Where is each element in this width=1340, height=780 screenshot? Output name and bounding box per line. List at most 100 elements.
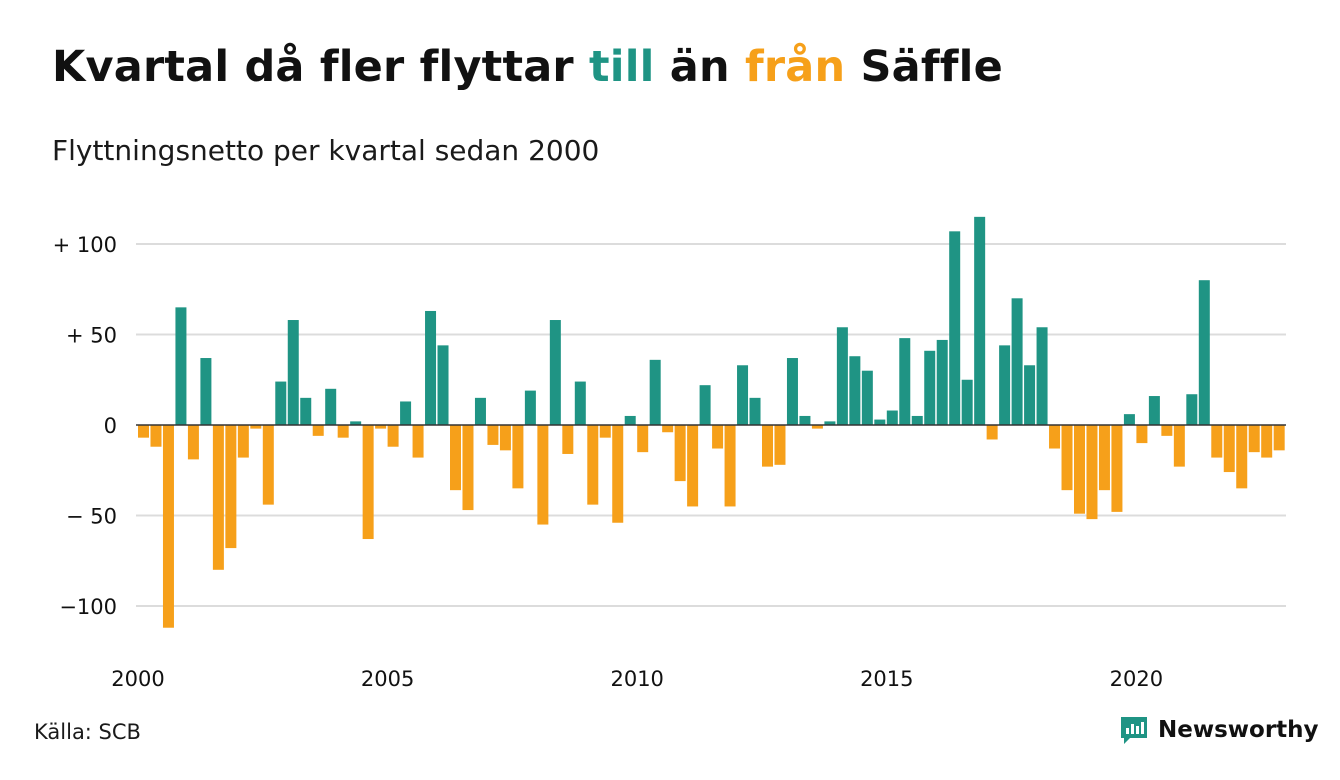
- bar: [524, 390, 536, 425]
- bar: [549, 320, 561, 425]
- bar: [225, 425, 237, 549]
- bar: [1198, 280, 1210, 425]
- bar: [1186, 394, 1198, 425]
- bar: [425, 310, 437, 425]
- bar: [1036, 327, 1048, 425]
- bar: [400, 401, 412, 425]
- brand: Newsworthy: [1118, 714, 1319, 746]
- bar: [724, 425, 736, 507]
- bar: [362, 425, 374, 540]
- bar: [287, 320, 299, 425]
- bar: [387, 425, 399, 447]
- bar: [337, 425, 349, 438]
- bar: [562, 425, 574, 454]
- bar: [861, 370, 873, 425]
- x-tick-label: 2005: [361, 667, 414, 691]
- bar: [1123, 414, 1135, 425]
- bar: [462, 425, 474, 511]
- bar: [350, 421, 362, 425]
- bar: [175, 307, 187, 425]
- bar: [162, 425, 174, 628]
- bar: [712, 425, 724, 449]
- bar: [849, 356, 861, 425]
- bar: [899, 338, 911, 425]
- title-part: från: [744, 42, 846, 92]
- bar: [649, 359, 661, 425]
- bar: [911, 415, 923, 425]
- bar: [687, 425, 699, 507]
- bar: [412, 425, 424, 458]
- bar: [262, 425, 274, 505]
- bar: [212, 425, 224, 570]
- bar: [936, 339, 948, 425]
- title-part: Säffle: [845, 42, 1003, 92]
- bar: [1273, 425, 1285, 451]
- x-tick-label: 2010: [610, 667, 663, 691]
- bar: [1211, 425, 1223, 458]
- bar: [1011, 298, 1023, 425]
- bar: [662, 425, 674, 433]
- bar: [1111, 425, 1123, 512]
- newsworthy-logo-icon: [1121, 717, 1147, 744]
- bar: [1248, 425, 1260, 453]
- bar: [924, 350, 936, 425]
- bar: [138, 425, 149, 438]
- bar: [150, 425, 162, 447]
- bar: [1136, 425, 1148, 444]
- bar: [986, 425, 998, 440]
- bar: [1086, 425, 1098, 520]
- bar: [612, 425, 624, 523]
- bar: [487, 425, 499, 445]
- bar: [300, 397, 312, 425]
- bar: [774, 425, 786, 465]
- bar: [237, 425, 249, 458]
- chart-title: Kvartal då fler flyttar till än från Säf…: [52, 42, 1003, 92]
- bar: [1061, 425, 1073, 491]
- bar: [1024, 365, 1036, 425]
- y-tick-label: + 50: [66, 324, 117, 348]
- bar: [811, 425, 823, 429]
- bar: [1223, 425, 1235, 473]
- title-part: till: [589, 42, 655, 92]
- bar: [961, 379, 973, 425]
- bar: [1161, 425, 1173, 436]
- bar: [1236, 425, 1248, 489]
- x-tick-label: 2000: [111, 667, 164, 691]
- bar: [699, 385, 711, 425]
- bar: [599, 425, 611, 438]
- bar: [437, 345, 449, 425]
- bar: [974, 216, 986, 425]
- bar: [637, 425, 649, 453]
- bar: [799, 415, 811, 425]
- bar: [824, 421, 836, 425]
- bar: [1049, 425, 1061, 449]
- y-tick-label: − 50: [66, 505, 117, 529]
- bar: [836, 327, 848, 425]
- brand-name: Newsworthy: [1158, 717, 1319, 743]
- bar: [1173, 425, 1185, 467]
- bar: [537, 425, 549, 525]
- title-part: än: [654, 42, 745, 92]
- y-tick-label: −100: [59, 595, 117, 619]
- bar: [375, 425, 387, 429]
- bar: [737, 365, 749, 425]
- bar: [1074, 425, 1085, 514]
- bar: [200, 358, 212, 425]
- bar: [312, 425, 324, 436]
- bar: [674, 425, 686, 482]
- bar: [250, 425, 262, 429]
- y-tick-label: 0: [104, 414, 117, 438]
- title-part: Kvartal då fler flyttar: [52, 42, 589, 92]
- x-tick-label: 2020: [1110, 667, 1163, 691]
- bar: [1148, 396, 1160, 425]
- bar: [874, 419, 886, 425]
- bar: [499, 425, 511, 451]
- bar: [749, 397, 761, 425]
- bar: [474, 397, 486, 425]
- y-tick-label: + 100: [53, 233, 117, 257]
- bar: [762, 425, 773, 467]
- bar: [1098, 425, 1110, 491]
- bar: [786, 358, 798, 425]
- bar: [275, 381, 287, 425]
